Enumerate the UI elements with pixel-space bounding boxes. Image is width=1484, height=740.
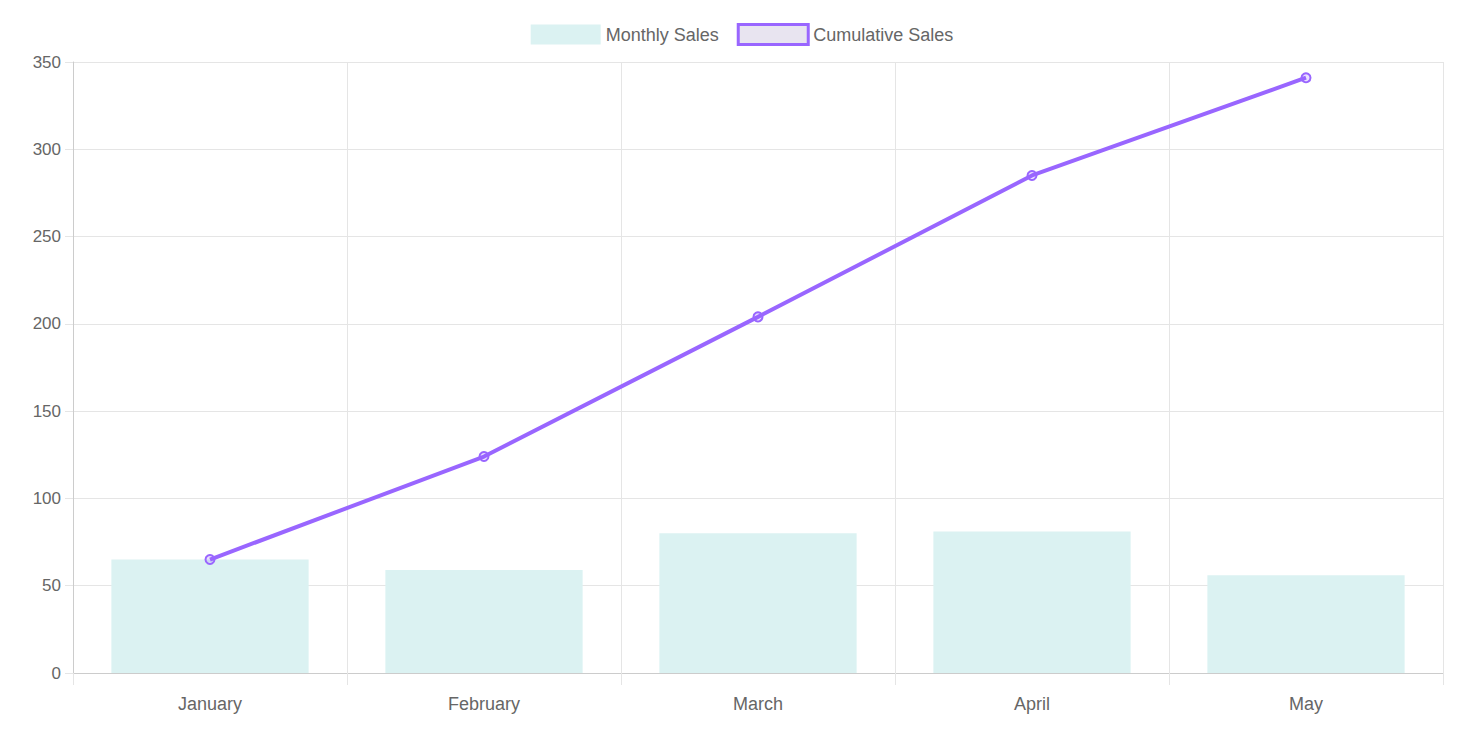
svg-text:250: 250 [33,227,61,246]
svg-text:March: March [733,694,783,714]
svg-text:300: 300 [33,140,61,159]
svg-text:0: 0 [52,664,61,683]
svg-text:150: 150 [33,402,61,421]
svg-text:May: May [1289,694,1323,714]
svg-text:January: January [178,694,242,714]
svg-text:100: 100 [33,489,61,508]
svg-text:February: February [448,694,520,714]
svg-text:200: 200 [33,314,61,333]
svg-text:Monthly Sales: Monthly Sales [606,25,719,45]
svg-text:Cumulative Sales: Cumulative Sales [813,25,953,45]
svg-text:350: 350 [33,53,61,72]
svg-text:50: 50 [42,576,61,595]
svg-text:April: April [1014,694,1050,714]
